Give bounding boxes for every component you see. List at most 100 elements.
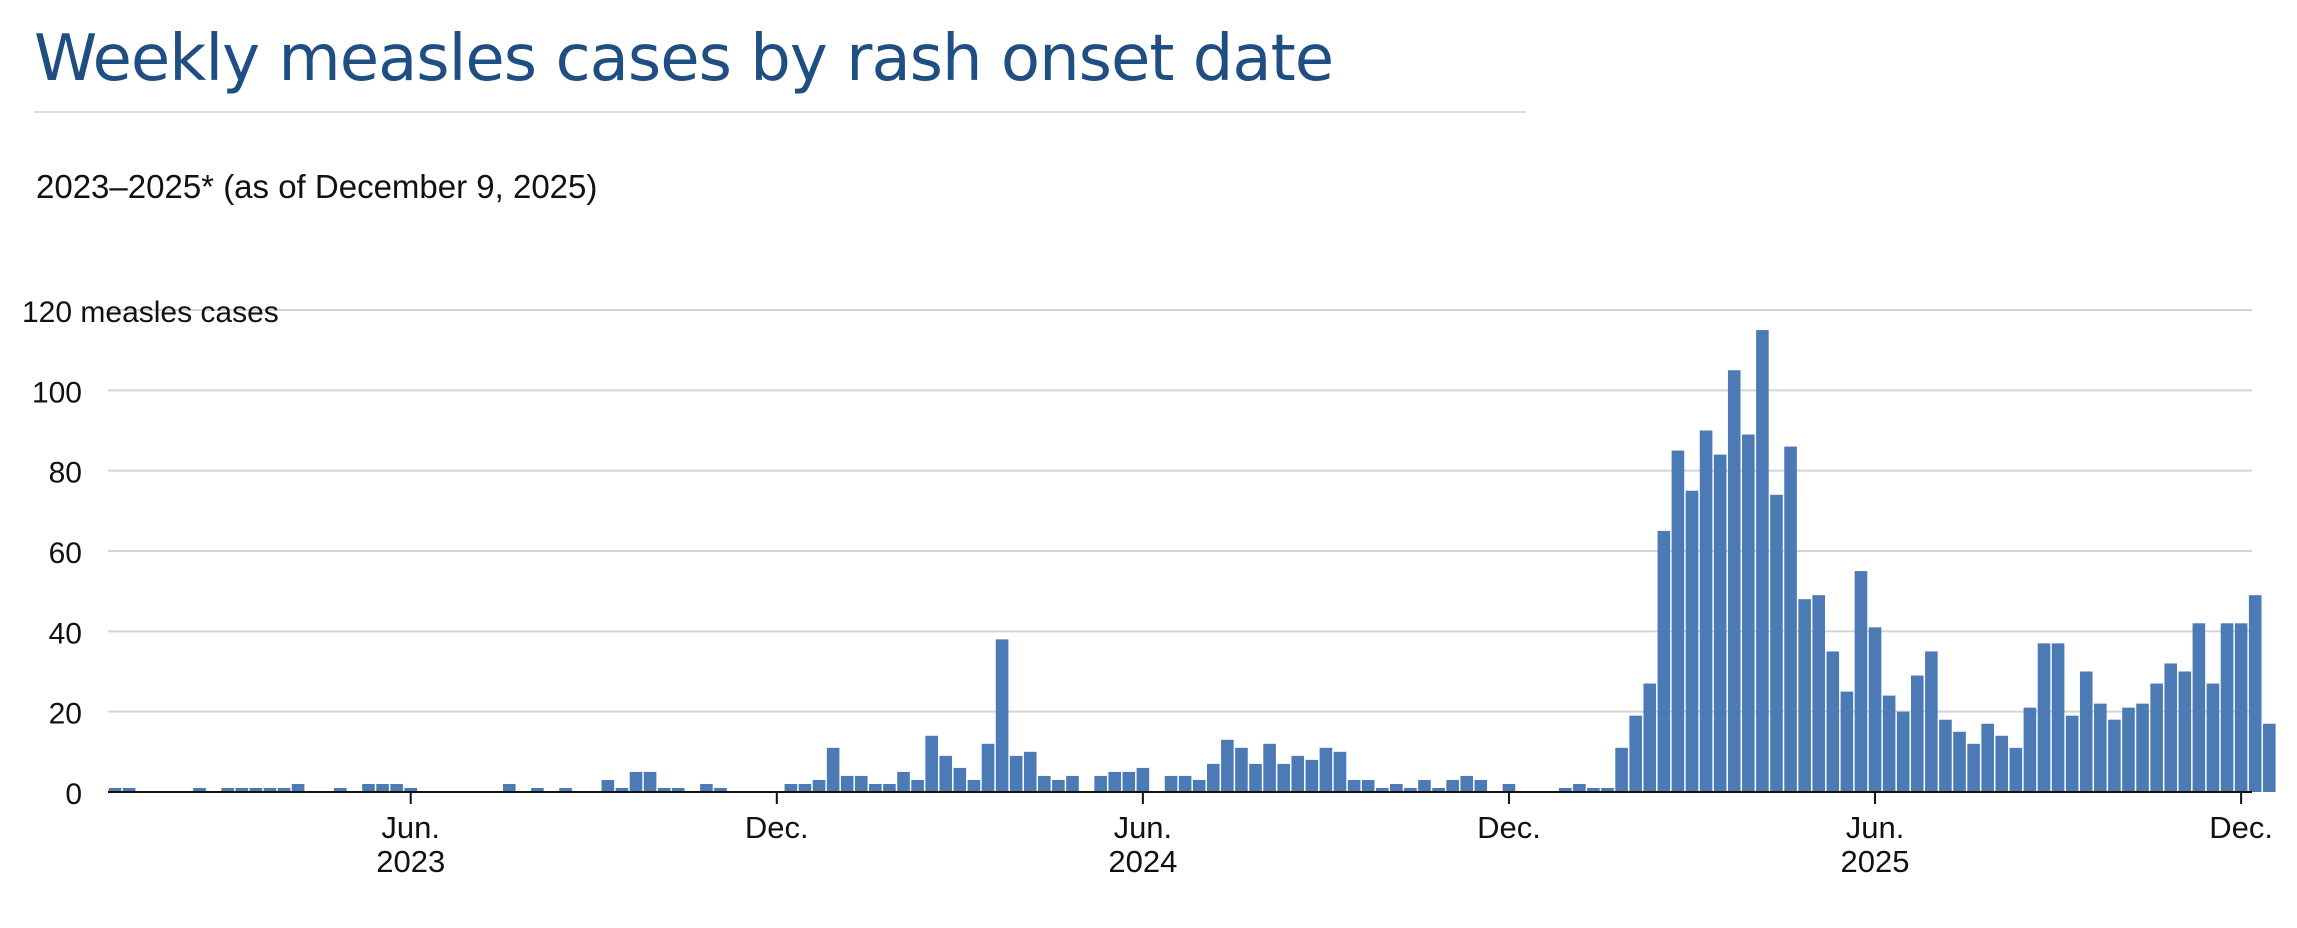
bar [1826,651,1840,792]
bar [221,787,234,792]
bar [2150,683,2163,792]
bar [2051,643,2065,792]
bar [263,787,277,792]
bar [615,787,629,792]
bar [1643,683,1657,792]
x-tick-month-label: Dec. [2209,810,2273,845]
bar [1206,763,1220,792]
bar [2079,671,2093,792]
y-tick-label: 20 [49,698,82,731]
bar [1713,454,1727,792]
bar [1319,747,1333,792]
y-axis-labels: 0 20 40 60 80 100 120 measles cases [22,296,279,811]
bar [2262,723,2276,792]
bar [2164,663,2178,792]
bar [1798,599,1811,792]
bar [1390,783,1403,792]
bar [2248,595,2262,792]
bar [1263,743,1276,792]
title-divider [34,111,1526,113]
bar [1601,787,1614,792]
bar [897,771,910,792]
bar [911,779,924,792]
bar [1192,779,1206,792]
x-tick-year-label: 2024 [1108,844,1177,879]
bar [1009,755,1023,792]
bar [784,783,798,792]
bar [1699,430,1713,792]
bar [1235,747,1248,792]
bar [1305,759,1319,792]
bar [2122,707,2135,792]
bar [2178,671,2192,792]
bar [657,787,671,792]
bar [1812,595,1826,792]
bar [235,787,249,792]
bar [1361,779,1375,792]
bar [1164,775,1178,792]
bar [1333,751,1347,792]
y-tick-label: 120 measles cases [22,296,279,329]
bar [2023,707,2037,792]
gridlines [108,309,2252,713]
bar [967,779,981,792]
bar [2065,715,2079,792]
bar [1587,787,1600,792]
bar [1178,775,1192,792]
bar [1629,715,1642,792]
bar [840,775,854,792]
bar [1727,370,1741,792]
x-tick-month-label: Jun. [1114,810,1173,845]
bar [1108,771,1122,792]
bar [2094,703,2107,792]
bar [953,767,967,792]
bar [2220,623,2234,792]
bar [1136,767,1150,792]
bar [925,735,938,792]
bar [2136,703,2149,792]
bar [1474,779,1488,792]
bar [362,783,375,792]
bar [869,783,882,792]
bar [559,787,572,792]
bar [193,787,206,792]
axes [108,791,2252,804]
bar [700,783,713,792]
bar [1418,779,1431,792]
bar [2037,643,2051,792]
bar [1038,775,1051,792]
x-tick-year-label: 2025 [1841,844,1910,879]
bar [1277,763,1290,792]
x-tick-month-label: Jun. [381,810,440,845]
bar [376,783,389,792]
bar [1981,723,1994,792]
bar [390,783,403,792]
x-tick-month-label: Jun. [1846,810,1905,845]
bar [1221,739,1234,792]
bar [2206,683,2220,792]
bar [1854,571,1868,792]
bar [629,771,643,792]
y-tick-label: 80 [49,457,82,490]
bar [1291,755,1305,792]
bar [1685,490,1699,792]
bar [883,783,896,792]
bar [1347,779,1361,792]
bar [939,755,953,792]
bar [531,787,544,792]
bar [1953,731,1966,792]
x-tick-month-label: Dec. [745,810,809,845]
x-tick-year-label: 2023 [376,844,445,879]
bar [714,787,727,792]
bar [1967,743,1980,792]
bar [1995,735,2009,792]
bar [1446,779,1459,792]
bar [1094,775,1107,792]
bar [643,771,657,792]
bar [2192,623,2206,792]
bar [2009,747,2023,792]
bar [798,783,812,792]
bar [1573,783,1586,792]
bar [1023,751,1037,792]
